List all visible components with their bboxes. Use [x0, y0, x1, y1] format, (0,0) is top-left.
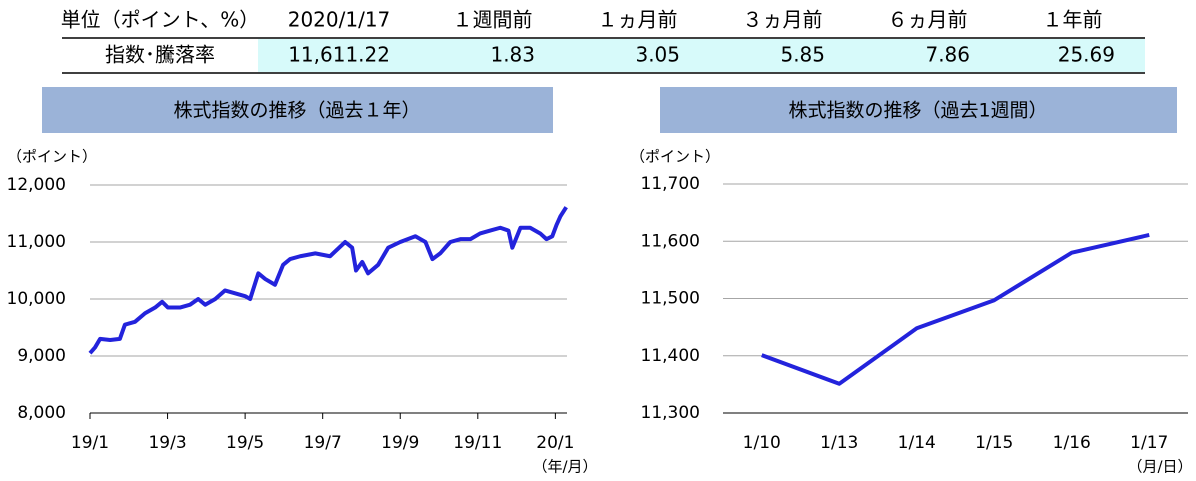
y-tick-label: 11,000 — [7, 232, 66, 252]
header-cell: １年前 — [1043, 8, 1103, 32]
series-line — [761, 233, 1150, 386]
x-tick-label: 19/1 — [71, 433, 109, 453]
table-cell: 指数･騰落率 — [105, 43, 215, 67]
x-tick-label: 19/9 — [381, 433, 419, 453]
y-tick-label: 11,700 — [641, 174, 700, 194]
header-cell: ６ヵ月前 — [888, 8, 968, 32]
x-tick-label: 20/1 — [536, 433, 574, 453]
row-shade — [258, 39, 1145, 72]
x-axis-label: （月/日） — [1127, 458, 1192, 476]
y-tick-label: 9,000 — [17, 346, 66, 366]
x-tick-label: 19/7 — [304, 433, 342, 453]
x-tick-label: 19/5 — [226, 433, 264, 453]
x-tick-label: 1/14 — [898, 433, 936, 453]
table-cell: 1.83 — [490, 43, 535, 67]
title-box — [42, 87, 553, 133]
table-cell: 11,611.22 — [288, 43, 390, 67]
table-cell: 7.86 — [925, 43, 970, 67]
x-tick-label: 19/11 — [453, 433, 502, 453]
y-axis-label: （ポイント） — [7, 148, 97, 166]
x-tick-label: 1/17 — [1130, 433, 1168, 453]
series-line — [88, 206, 568, 355]
y-tick-label: 12,000 — [7, 175, 66, 195]
table-cell: 25.69 — [1058, 43, 1115, 67]
title-box — [660, 87, 1177, 133]
y-axis-label: （ポイント） — [630, 148, 720, 166]
summary-table: 単位（ポイント、%） 2020/1/17 １週間前 １ヵ月前 ３ヵ月前 ６ヵ月前 １年前指数… — [61, 8, 1145, 74]
y-tick-label: 11,600 — [641, 231, 700, 251]
x-tick-label: 1/15 — [975, 433, 1013, 453]
header-cell: ３ヵ月前 — [743, 8, 823, 32]
x-axis-label: （年/月） — [532, 458, 597, 476]
y-tick-label: 11,300 — [641, 403, 700, 423]
y-tick-label: 8,000 — [17, 403, 66, 423]
header-cell: 単位（ポイント、%） — [61, 8, 260, 32]
chart-title: 株式指数の推移（過去1週間） — [788, 100, 1047, 122]
table-cell: 3.05 — [635, 43, 680, 67]
header-cell: １ヵ月前 — [598, 8, 678, 32]
table-cell: 5.85 — [780, 43, 825, 67]
header-cell: 2020/1/17 — [288, 8, 391, 32]
chart-title: 株式指数の推移（過去１年） — [173, 100, 420, 122]
x-tick-label: 1/13 — [820, 433, 858, 453]
header-cell: １週間前 — [453, 8, 533, 32]
y-tick-label: 10,000 — [7, 289, 66, 309]
y-tick-label: 11,400 — [641, 346, 700, 366]
x-tick-label: 1/10 — [743, 433, 781, 453]
y-tick-label: 11,500 — [641, 289, 700, 309]
x-tick-label: 19/3 — [148, 433, 186, 453]
x-tick-label: 1/16 — [1053, 433, 1091, 453]
